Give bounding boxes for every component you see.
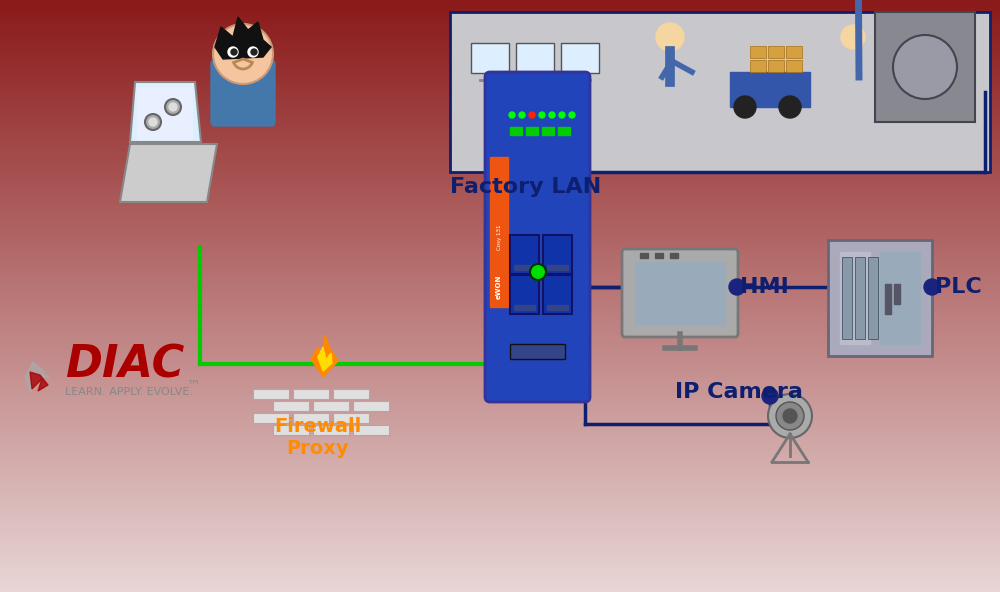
Circle shape	[768, 394, 812, 438]
Circle shape	[734, 96, 756, 118]
Bar	[640, 253, 648, 258]
Circle shape	[509, 112, 515, 118]
FancyBboxPatch shape	[211, 60, 275, 126]
Circle shape	[729, 279, 745, 295]
Circle shape	[783, 409, 797, 423]
Bar	[353, 425, 389, 435]
Circle shape	[165, 99, 181, 115]
Circle shape	[519, 112, 525, 118]
FancyBboxPatch shape	[828, 240, 932, 356]
Bar	[558, 127, 570, 135]
Bar	[273, 401, 309, 411]
Polygon shape	[120, 144, 217, 202]
Bar	[894, 284, 900, 304]
Text: ™: ™	[187, 378, 201, 392]
Bar	[868, 257, 878, 339]
Bar	[730, 72, 810, 107]
Bar	[880, 252, 920, 344]
Circle shape	[539, 112, 545, 118]
Bar	[293, 389, 329, 399]
Circle shape	[779, 96, 801, 118]
Bar	[635, 262, 725, 324]
FancyBboxPatch shape	[471, 43, 509, 73]
Circle shape	[231, 49, 237, 55]
Bar	[353, 401, 389, 411]
Circle shape	[145, 114, 161, 130]
Bar	[542, 127, 554, 135]
Text: IP Camera: IP Camera	[675, 382, 803, 402]
Bar	[313, 401, 349, 411]
Bar	[750, 60, 766, 72]
Bar	[273, 425, 309, 435]
Circle shape	[841, 25, 865, 49]
Bar	[514, 265, 535, 270]
Bar	[840, 252, 870, 344]
Circle shape	[529, 112, 535, 118]
Bar	[842, 257, 852, 339]
Circle shape	[776, 402, 804, 430]
FancyBboxPatch shape	[516, 43, 554, 73]
Bar	[333, 389, 369, 399]
Bar	[885, 284, 891, 314]
FancyBboxPatch shape	[450, 12, 990, 172]
Bar	[855, 257, 865, 339]
FancyBboxPatch shape	[510, 275, 539, 314]
FancyBboxPatch shape	[543, 275, 572, 314]
Text: Factory LAN: Factory LAN	[450, 177, 601, 197]
Text: HMI: HMI	[740, 277, 789, 297]
Bar	[253, 413, 289, 423]
Bar	[655, 253, 663, 258]
Text: Firewall
Proxy: Firewall Proxy	[274, 417, 362, 458]
Bar	[547, 305, 568, 310]
Bar	[510, 127, 522, 135]
Text: Cosy 131: Cosy 131	[496, 224, 502, 250]
Bar	[137, 87, 192, 139]
Bar	[786, 60, 802, 72]
Circle shape	[569, 112, 575, 118]
Polygon shape	[30, 372, 48, 391]
Bar	[333, 413, 369, 423]
Circle shape	[149, 118, 157, 126]
Bar	[526, 127, 538, 135]
Circle shape	[169, 103, 177, 111]
FancyBboxPatch shape	[543, 235, 572, 274]
FancyBboxPatch shape	[485, 72, 590, 402]
Bar	[547, 265, 568, 270]
Circle shape	[248, 47, 258, 57]
Polygon shape	[215, 17, 271, 59]
Circle shape	[656, 23, 684, 51]
Bar	[253, 389, 289, 399]
Polygon shape	[130, 82, 201, 142]
Circle shape	[762, 388, 778, 404]
Bar	[313, 425, 349, 435]
Text: PLC: PLC	[935, 277, 982, 297]
Circle shape	[213, 24, 273, 84]
FancyBboxPatch shape	[622, 249, 738, 337]
Polygon shape	[25, 362, 50, 392]
Circle shape	[530, 264, 546, 280]
Circle shape	[228, 47, 238, 57]
Bar	[514, 305, 535, 310]
Bar	[670, 253, 678, 258]
Text: LEARN. APPLY. EVOLVE.: LEARN. APPLY. EVOLVE.	[65, 387, 193, 397]
Polygon shape	[311, 335, 338, 377]
Circle shape	[924, 279, 940, 295]
Circle shape	[559, 112, 565, 118]
Bar	[875, 12, 975, 122]
Bar	[490, 157, 508, 307]
Text: eWON: eWON	[496, 275, 502, 299]
FancyBboxPatch shape	[510, 235, 539, 274]
Bar	[510, 344, 565, 359]
Circle shape	[251, 49, 257, 55]
Text: DIAC: DIAC	[65, 344, 184, 387]
Bar	[768, 60, 784, 72]
FancyBboxPatch shape	[561, 43, 599, 73]
Bar	[786, 46, 802, 58]
Bar	[750, 46, 766, 58]
Circle shape	[549, 112, 555, 118]
Bar	[293, 413, 329, 423]
Bar	[768, 46, 784, 58]
Circle shape	[893, 35, 957, 99]
Polygon shape	[318, 347, 332, 371]
